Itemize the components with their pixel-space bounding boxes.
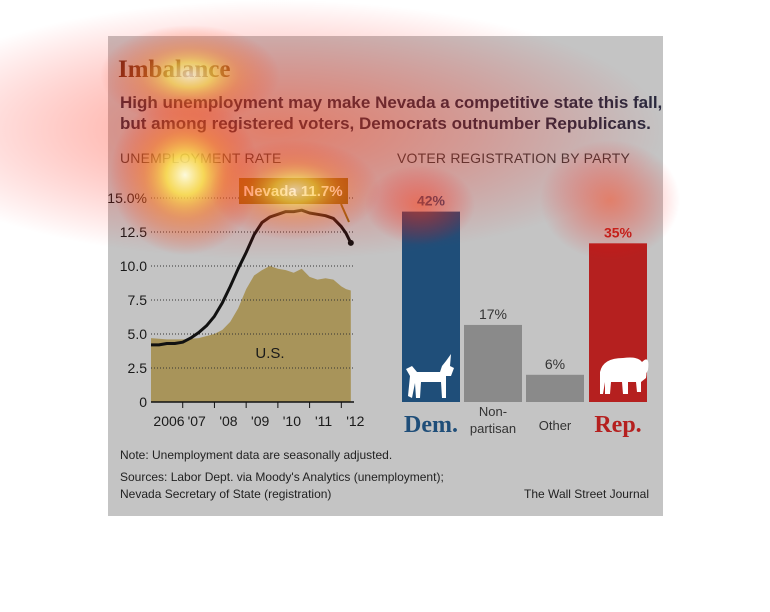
bar-value-label: 6%	[545, 356, 565, 372]
x-tick-label: '11	[315, 413, 332, 429]
infographic: Imbalance High unemployment may make Nev…	[108, 36, 663, 516]
sources-line-2: Nevada Secretary of State (registration)	[120, 487, 331, 501]
bar-other	[526, 374, 584, 402]
nevada-label-pointer	[340, 203, 350, 223]
bar-value-label: 17%	[479, 306, 507, 322]
bar-nonpartisan	[464, 324, 522, 402]
nevada-label: Nevada 11.7%	[243, 183, 342, 200]
category-label: partisan	[470, 421, 516, 436]
x-tick-label: '09	[251, 413, 269, 429]
charts-canvas: 0 2.5 5.0 7.5 10.0 12.5 15.0% 2006'07 '08 '09 '10 '…	[108, 178, 649, 501]
credit: The Wall Street Journal	[524, 487, 649, 501]
bar-value-label: 42%	[417, 193, 446, 209]
x-tick-label: '08	[219, 413, 237, 429]
y-tick-label: 15.0%	[108, 190, 147, 206]
us-label: U.S.	[255, 345, 284, 362]
y-tick-label: 7.5	[128, 292, 148, 308]
footnote: Note: Unemployment data are seasonally a…	[120, 448, 392, 462]
donkey-icon	[406, 354, 454, 398]
category-label: Other	[539, 418, 572, 433]
y-tick-label: 5.0	[128, 326, 148, 342]
category-label: Non-	[479, 404, 507, 419]
y-tick-label: 2.5	[128, 360, 148, 376]
nevada-latest-point	[347, 239, 354, 246]
bar-value-label: 35%	[604, 224, 633, 240]
x-tick-label: '10	[283, 413, 301, 429]
x-tick-label: '07	[188, 413, 206, 429]
elephant-icon	[600, 357, 649, 394]
x-tick-label: 2006	[153, 413, 184, 429]
sources-line-1: Sources: Labor Dept. via Moody's Analyti…	[120, 470, 444, 484]
y-tick-label: 12.5	[120, 224, 147, 240]
x-tick-label: '12	[346, 413, 364, 429]
category-label: Dem.	[404, 412, 458, 438]
y-tick-label: 10.0	[120, 258, 147, 274]
y-tick-label: 0	[139, 394, 147, 410]
category-label: Rep.	[594, 412, 641, 438]
